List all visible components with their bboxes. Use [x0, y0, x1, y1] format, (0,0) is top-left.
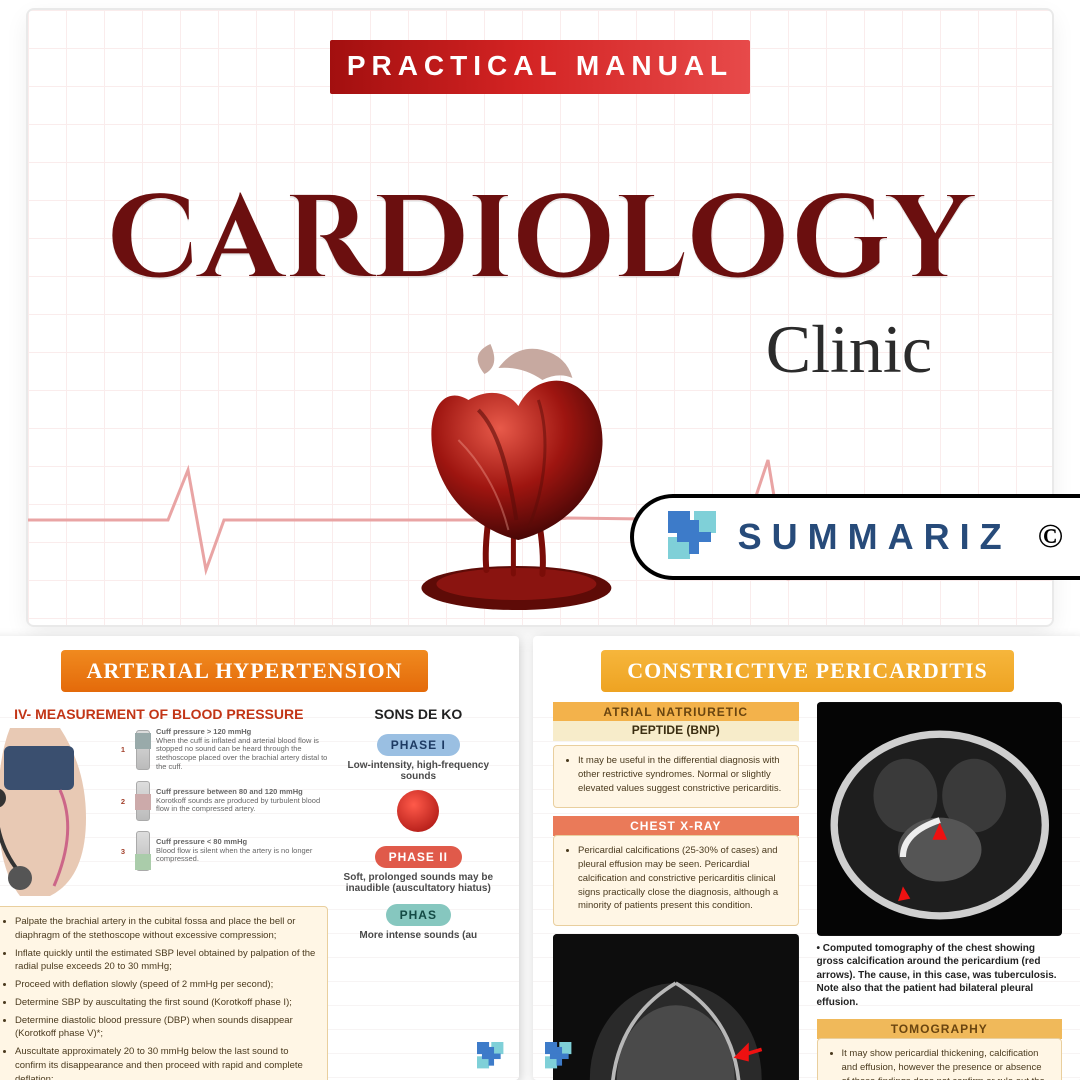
xray-note: Pericardial calcifications (25-30% of ca… — [553, 835, 799, 926]
tomo-tag: TOMOGRAPHY — [817, 1019, 1063, 1039]
atrial-note: It may be useful in the differential dia… — [553, 745, 799, 808]
phase3-desc: More intense sounds (au — [338, 930, 499, 941]
watermark-logo-icon — [477, 1042, 507, 1072]
atrial-sub: PEPTIDE (BNP) — [553, 721, 799, 741]
cuff-row: 3 Cuff pressure < 80 mmHgBlood flow is s… — [116, 831, 328, 871]
brand-pill: SUMMARIZ © — [630, 494, 1080, 580]
ct-caption: • Computed tomography of the chest showi… — [817, 942, 1063, 1010]
watermark-logo-icon — [545, 1042, 575, 1072]
practical-badge: PRACTICAL MANUAL — [330, 40, 750, 94]
cuff-readings: 1 Cuff pressure > 120 mmHgWhen the cuff … — [116, 728, 328, 881]
phase1-pill: PHASE I — [377, 734, 460, 756]
heart-illustration — [383, 340, 653, 620]
bp-procedure-box: Palpate the brachial artery in the cubit… — [0, 906, 328, 1080]
cuff-row: 1 Cuff pressure > 120 mmHgWhen the cuff … — [116, 728, 328, 771]
bp-subhead: IV- MEASUREMENT OF BLOOD PRESSURE — [0, 706, 328, 722]
tomo-note: It may show pericardial thickening, calc… — [817, 1038, 1063, 1080]
cuff-row: 2 Cuff pressure between 80 and 120 mmHgK… — [116, 781, 328, 821]
brand-logo-icon — [668, 511, 720, 563]
atrial-tag: ATRIAL NATRIURETIC — [553, 702, 799, 722]
korotkoff-heart-icon — [397, 790, 439, 832]
brand-name: SUMMARIZ — [738, 516, 1012, 558]
inner-pages: ARTERIAL HYPERTENSION IV- MEASUREMENT OF… — [0, 636, 1080, 1080]
xray-tag: CHEST X-RAY — [553, 816, 799, 836]
phase2-pill: PHASE II — [375, 846, 462, 868]
banner-hypertension: ARTERIAL HYPERTENSION — [61, 650, 429, 692]
ct-image — [817, 702, 1063, 936]
page-hypertension: ARTERIAL HYPERTENSION IV- MEASUREMENT OF… — [0, 636, 519, 1080]
xray-image — [553, 934, 799, 1080]
phase1-desc: Low-intensity, high-frequency sounds — [338, 760, 499, 782]
copyright-symbol: © — [1038, 518, 1063, 556]
banner-pericarditis: CONSTRICTIVE PERICARDITIS — [601, 650, 1014, 692]
page-pericarditis: CONSTRICTIVE PERICARDITIS ATRIAL NATRIUR… — [533, 636, 1080, 1080]
subtitle-clinic: Clinic — [766, 310, 932, 389]
bp-figure: 1 Cuff pressure > 120 mmHgWhen the cuff … — [0, 728, 328, 898]
korotkoff-title: SONS DE KO — [338, 706, 499, 722]
arm-illustration — [0, 728, 110, 898]
phase2-desc: Soft, prolonged sounds may be inaudible … — [338, 872, 499, 894]
main-title: CARDIOLOGY — [28, 164, 1052, 320]
phase3-pill: PHAS — [386, 904, 451, 926]
